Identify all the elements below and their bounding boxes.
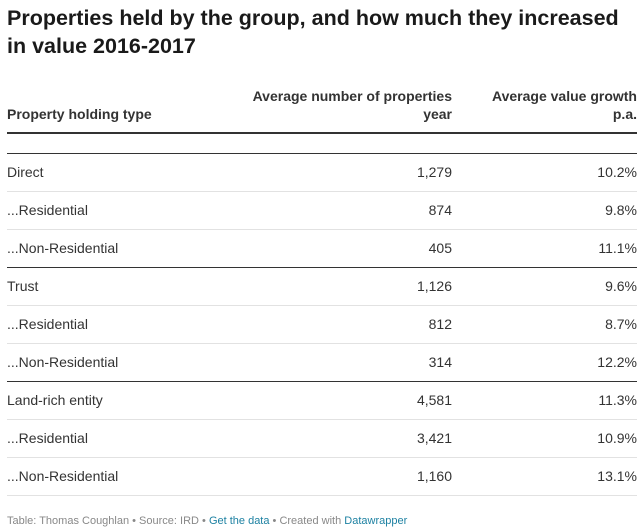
cell-holding-type: Trust [7, 278, 39, 294]
table-row: Land-rich entity 4,581 11.3% [7, 382, 637, 420]
cell-value-growth: 12.2% [597, 354, 637, 370]
cell-holding-type: ...Non-Residential [7, 468, 119, 484]
chart-footer: Table: Thomas Coughlan • Source: IRD • G… [7, 514, 407, 528]
table-row: ...Residential 812 8.7% [7, 306, 637, 344]
footer-credits: Table: Thomas Coughlan • Source: IRD • [7, 515, 209, 527]
cell-value-growth: 11.1% [598, 240, 637, 256]
cell-holding-type: ...Non-Residential [7, 240, 119, 256]
cell-average-number: 1,160 [416, 468, 452, 484]
get-the-data-link[interactable]: Get the data [208, 515, 270, 527]
cell-value-growth: 13.1% [597, 468, 637, 484]
cell-holding-type: Direct [7, 164, 44, 180]
table-row: ...Non-Residential 1,160 13.1% [7, 458, 637, 496]
cell-holding-type: ...Non-Residential [7, 354, 119, 370]
cell-average-number: 812 [428, 316, 452, 332]
cell-average-number: 314 [428, 354, 452, 370]
chart-title: Properties held by the group, and how mu… [7, 6, 619, 58]
footer-created-with: • Created with [269, 515, 345, 527]
column-header-average-number[interactable]: Average number of properties year [252, 88, 452, 122]
table-row: Direct 1,279 10.2% [7, 154, 637, 192]
header-spacer [7, 134, 637, 154]
cell-value-growth: 9.6% [605, 278, 637, 294]
cell-value-growth: 11.3% [598, 392, 637, 408]
cell-value-growth: 10.9% [597, 430, 637, 446]
cell-value-growth: 9.8% [605, 202, 637, 218]
cell-value-growth: 10.2% [597, 164, 637, 180]
data-table: Property holding type Average number of … [7, 86, 637, 496]
cell-average-number: 3,421 [416, 430, 452, 446]
column-header-holding-type[interactable]: Property holding type [7, 106, 152, 122]
cell-average-number: 874 [428, 202, 452, 218]
table-row: Trust 1,126 9.6% [7, 268, 637, 306]
cell-average-number: 405 [428, 240, 452, 256]
cell-holding-type: ...Residential [7, 430, 88, 446]
cell-average-number: 1,279 [416, 164, 452, 180]
cell-value-growth: 8.7% [605, 316, 637, 332]
column-header-value-growth[interactable]: Average value growth p.a. [492, 88, 637, 122]
table-row: ...Residential 874 9.8% [7, 192, 637, 230]
table-row: ...Residential 3,421 10.9% [7, 420, 637, 458]
cell-average-number: 4,581 [416, 392, 452, 408]
cell-average-number: 1,126 [416, 278, 452, 294]
table-body: Direct 1,279 10.2% ...Residential 874 9.8%...… [7, 154, 637, 496]
table-row: ...Non-Residential 405 11.1% [7, 230, 637, 268]
table-row: ...Non-Residential 314 12.2% [7, 344, 637, 382]
cell-holding-type: ...Residential [7, 202, 88, 218]
datawrapper-link[interactable]: Datawrapper [344, 515, 408, 527]
cell-holding-type: Land-rich entity [7, 392, 103, 408]
table-header: Property holding type Average number of … [7, 86, 637, 134]
cell-holding-type: ...Residential [7, 316, 88, 332]
